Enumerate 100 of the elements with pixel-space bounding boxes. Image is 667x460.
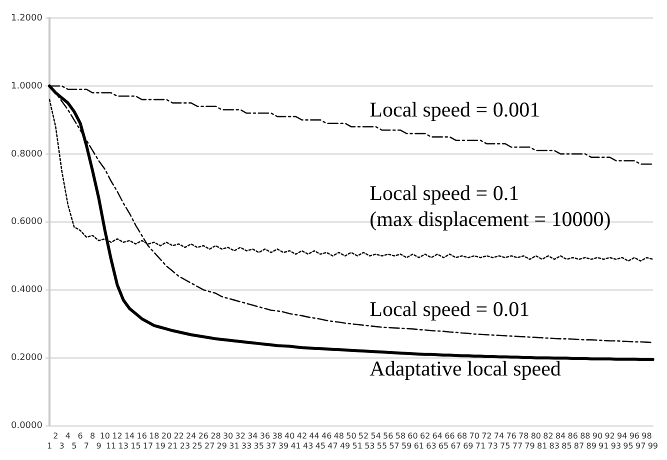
series-label: Local speed = 0.1 (max displacement = 10000) [370,180,611,231]
x-tick-label: 17 [142,441,154,450]
x-tick-label: 2 [53,432,58,441]
x-tick-label: 56 [383,432,394,441]
x-tick-label: 12 [112,432,122,441]
x-tick-label: 14 [124,432,135,441]
x-tick-label: 95 [623,441,634,450]
x-tick-label: 65 [438,441,449,450]
y-tick-label: 1.0000 [10,81,43,92]
x-tick-label: 28 [210,432,221,441]
x-tick-label: 19 [155,441,166,450]
series-label: Local speed = 0.001 [370,98,540,122]
x-tick-label: 40 [284,432,295,441]
x-tick-label: 76 [506,432,516,441]
x-tick-label: 63 [426,441,436,450]
x-tick-label: 9 [96,441,102,450]
x-tick-label: 45 [315,441,326,450]
x-tick-label: 81 [536,441,548,450]
x-tick-label: 26 [198,432,209,441]
x-tick-label: 39 [278,441,289,450]
x-tick-label: 83 [549,441,560,450]
x-tick-label: 93 [610,441,622,450]
x-tick-label: 10 [100,432,110,441]
x-tick-label: 99 [648,441,658,450]
x-tick-label: 87 [574,441,584,450]
x-tick-label: 1 [46,441,52,450]
x-tick-label: 24 [186,432,196,441]
x-tick-label: 50 [346,432,356,441]
x-tick-label: 74 [494,432,504,441]
x-tick-label: 48 [334,432,344,441]
x-tick-label: 82 [543,432,554,441]
x-tick-label: 23 [180,441,190,450]
x-tick-label: 13 [118,441,128,450]
x-tick-label: 88 [580,432,590,441]
x-tick-label: 57 [389,441,400,450]
series-label: Local speed = 0.01 [370,296,530,321]
x-tick-label: 59 [402,441,412,450]
x-tick-label: 52 [358,432,369,441]
x-tick-label: 27 [204,441,215,450]
x-tick-label: 7 [84,441,89,450]
series-label: Adaptative local speed [370,356,562,380]
x-tick-label: 32 [235,432,246,441]
x-tick-label: 47 [328,441,338,450]
x-tick-label: 67 [450,441,461,450]
x-tick-label: 97 [636,441,646,450]
x-tick-label: 70 [469,432,480,441]
x-tick-label: 90 [592,432,603,441]
x-tick-label: 92 [604,432,615,441]
x-tick-label: 51 [352,441,362,450]
x-tick-label: 64 [432,432,442,441]
x-tick-label: 15 [130,441,141,450]
x-tick-label: 11 [106,441,116,450]
x-tick-label: 84 [555,432,566,441]
x-tick-label: 94 [617,432,628,441]
x-tick-label: 61 [414,441,424,450]
x-tick-label: 58 [395,432,406,441]
x-tick-label: 71 [475,441,486,450]
x-tick-label: 85 [562,441,572,450]
x-tick-label: 72 [482,432,492,441]
x-tick-label: 98 [642,432,652,441]
x-tick-label: 42 [296,432,308,441]
x-tick-label: 73 [488,441,498,450]
x-tick-label: 46 [321,432,332,441]
x-tick-label: 77 [512,441,523,450]
x-tick-label: 37 [266,441,276,450]
x-tick-label: 62 [420,432,430,441]
x-tick-label: 80 [530,432,542,441]
x-tick-label: 66 [444,432,455,441]
x-tick-label: 22 [174,432,184,441]
x-tick-label: 25 [192,441,202,450]
x-tick-label: 78 [518,432,529,441]
x-tick-label: 86 [568,432,578,441]
x-tick-label: 36 [260,432,270,441]
x-tick-label: 8 [90,432,96,441]
x-tick-label: 55 [376,441,388,450]
y-tick-label: 0.6000 [10,217,43,228]
x-tick-label: 49 [340,441,350,450]
x-tick-label: 41 [290,441,301,450]
x-tick-label: 30 [222,432,234,441]
x-tick-label: 35 [254,441,264,450]
y-tick-label: 1.2000 [10,13,43,24]
x-tick-label: 53 [364,441,375,450]
x-tick-label: 79 [524,441,535,450]
x-tick-label: 6 [78,432,83,441]
x-tick-label: 21 [168,441,178,450]
x-tick-label: 44 [309,432,320,441]
x-tick-label: 29 [216,441,227,450]
x-tick-label: 68 [456,432,468,441]
x-tick-label: 75 [500,441,510,450]
x-tick-label: 38 [272,432,282,441]
x-tick-label: 89 [586,441,596,450]
x-tick-label: 4 [65,432,71,441]
x-tick-label: 3 [59,441,64,450]
x-tick-label: 20 [161,432,172,441]
y-tick-label: 0.4000 [10,285,43,296]
x-tick-label: 5 [72,441,77,450]
x-tick-label: 91 [598,441,609,450]
x-tick-label: 43 [303,441,314,450]
x-tick-label: 60 [408,432,418,441]
y-tick-label: 0.0000 [10,421,43,432]
